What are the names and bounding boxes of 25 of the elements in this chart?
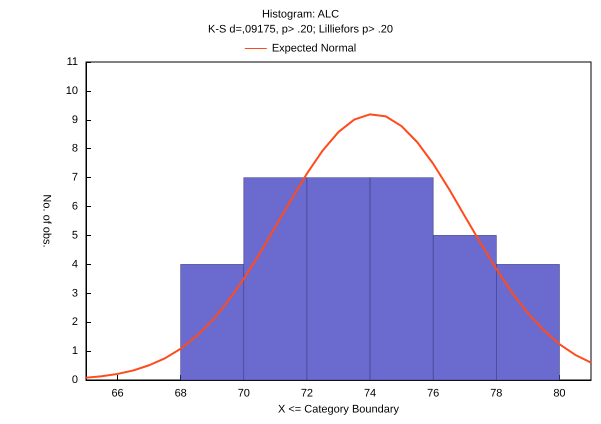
x-tick-label: 70 [238, 388, 250, 400]
x-tick-label: 78 [490, 388, 502, 400]
y-tick-label: 0 [72, 374, 78, 386]
y-tick-label: 1 [72, 345, 78, 358]
x-tick-label: 80 [553, 388, 566, 400]
y-axis-title: No. of obs. [40, 194, 52, 248]
x-tick-label: 72 [300, 388, 314, 400]
y-tick-label: 11 [66, 56, 78, 68]
y-tick-label: 2 [72, 316, 78, 328]
chart-subtitle: K-S d=,09175, p> .20; Lilliefors p> .20 [208, 24, 393, 36]
chart-title: Histogram: ALC [262, 8, 340, 20]
y-tick-label: 7 [72, 172, 78, 184]
x-axis-title: X <= Category Boundary [278, 404, 400, 416]
x-tick-label: 68 [174, 388, 187, 400]
y-tick-label: 4 [72, 258, 78, 270]
y-tick-label: 6 [72, 200, 78, 213]
x-tick-label: 76 [427, 388, 440, 400]
x-tick-label: 66 [111, 388, 124, 400]
y-tick-label: 9 [72, 114, 78, 126]
legend-label: Expected Normal [272, 42, 356, 54]
y-tick-label: 10 [66, 84, 78, 97]
y-tick-label: 5 [72, 229, 78, 242]
x-tick-label: 74 [364, 388, 376, 400]
y-tick-label: 8 [72, 142, 78, 155]
y-tick-label: 3 [72, 287, 78, 300]
